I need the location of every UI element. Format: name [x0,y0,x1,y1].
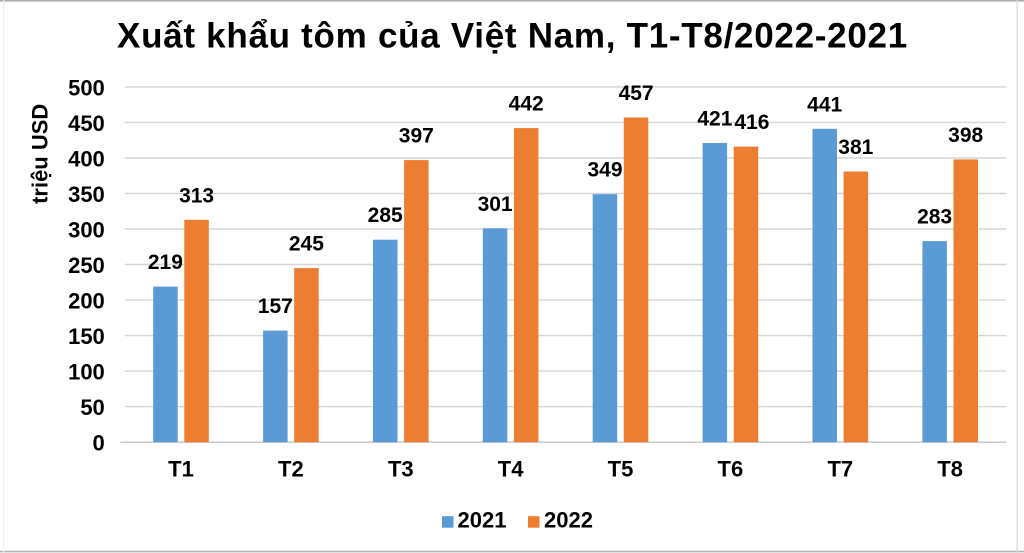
svg-text:50: 50 [80,395,104,420]
svg-text:442: 442 [509,93,544,116]
svg-text:T1: T1 [168,457,194,482]
svg-text:triệu USD: triệu USD [28,104,53,204]
svg-text:0: 0 [93,431,105,456]
svg-text:416: 416 [734,111,769,134]
svg-text:200: 200 [68,289,105,314]
svg-text:Xuất khẩu tôm của Việt Nam, T1: Xuất khẩu tôm của Việt Nam, T1-T8/2022-2… [117,17,908,56]
svg-text:T4: T4 [498,457,524,482]
svg-text:219: 219 [148,251,183,274]
svg-text:398: 398 [948,124,983,147]
svg-text:245: 245 [289,233,324,256]
svg-text:457: 457 [619,82,654,105]
svg-text:T3: T3 [388,457,414,482]
svg-text:2021: 2021 [458,508,507,533]
svg-text:441: 441 [807,93,842,116]
svg-text:301: 301 [478,193,513,216]
svg-text:T6: T6 [718,457,744,482]
svg-text:381: 381 [838,136,873,159]
svg-text:400: 400 [68,146,105,171]
svg-text:2022: 2022 [544,508,593,533]
svg-text:T5: T5 [608,457,634,482]
svg-text:T7: T7 [827,457,853,482]
svg-text:349: 349 [587,159,622,182]
svg-text:313: 313 [179,184,214,207]
svg-text:500: 500 [68,75,105,100]
svg-text:T2: T2 [278,457,304,482]
svg-text:300: 300 [68,217,105,242]
svg-text:150: 150 [68,324,105,349]
svg-text:100: 100 [68,360,105,385]
svg-text:T8: T8 [937,457,963,482]
svg-text:285: 285 [368,204,403,227]
svg-text:350: 350 [68,182,105,207]
svg-text:157: 157 [258,295,293,318]
svg-text:283: 283 [917,206,952,229]
svg-text:250: 250 [68,253,105,278]
svg-text:450: 450 [68,111,105,136]
svg-text:421: 421 [697,108,732,131]
svg-text:397: 397 [399,125,434,148]
